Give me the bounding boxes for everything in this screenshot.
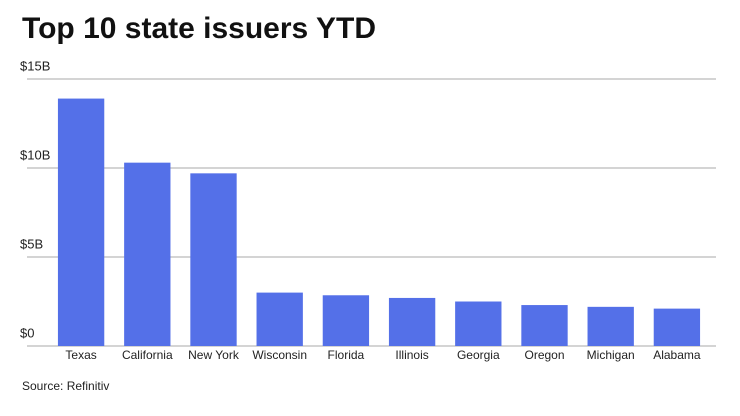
bar <box>57 98 105 346</box>
y-tick-label: $15B <box>20 58 50 73</box>
x-tick-label: New York <box>188 348 240 362</box>
x-tick-label: Oregon <box>524 348 564 362</box>
bar <box>322 295 370 346</box>
x-tick-label: California <box>122 348 173 362</box>
bar <box>388 297 436 346</box>
x-tick-label: Illinois <box>395 348 428 362</box>
bar <box>521 305 568 346</box>
bar <box>256 292 303 346</box>
x-tick-label: Georgia <box>457 348 500 362</box>
x-tick-label: Wisconsin <box>252 348 307 362</box>
x-tick-label: Texas <box>65 348 96 362</box>
bar <box>587 306 634 346</box>
y-tick-label: $0 <box>20 325 34 340</box>
bar <box>190 173 237 346</box>
x-tick-label: Florida <box>328 348 365 362</box>
y-tick-label: $5B <box>20 236 43 251</box>
y-tick-label: $10B <box>20 147 50 162</box>
bar <box>124 162 171 346</box>
bar <box>653 308 701 346</box>
bar <box>455 301 502 346</box>
source-note: Source: Refinitiv <box>22 379 109 393</box>
x-tick-label: Michigan <box>587 348 635 362</box>
chart-title: Top 10 state issuers YTD <box>22 12 376 45</box>
x-tick-label: Alabama <box>653 348 701 362</box>
